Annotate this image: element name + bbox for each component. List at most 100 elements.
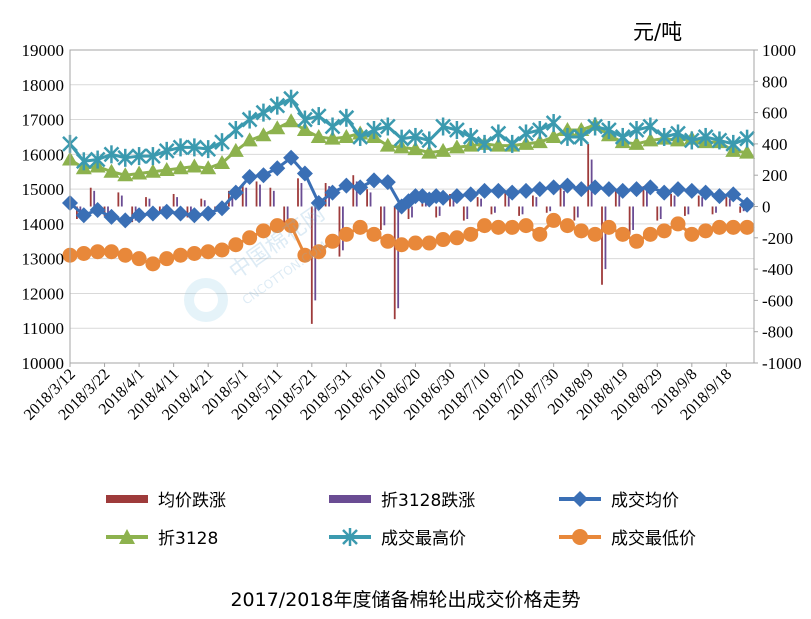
data-point bbox=[490, 219, 506, 235]
change-bar bbox=[172, 193, 175, 207]
data-point bbox=[227, 142, 244, 157]
data-point bbox=[186, 245, 202, 261]
data-point bbox=[144, 163, 161, 178]
left-axis-tick-label: 17000 bbox=[22, 111, 65, 130]
data-point bbox=[559, 177, 576, 194]
data-point bbox=[214, 155, 230, 170]
left-axis-tick-label: 15000 bbox=[22, 180, 65, 199]
data-point bbox=[242, 230, 258, 246]
data-point bbox=[255, 223, 271, 239]
data-point bbox=[407, 141, 424, 156]
data-point bbox=[407, 127, 424, 146]
legend-item-min-price: 成交最低价 bbox=[557, 524, 696, 549]
change-bar bbox=[117, 192, 120, 207]
data-point bbox=[476, 182, 493, 199]
data-point bbox=[448, 139, 465, 154]
change-bar bbox=[176, 197, 178, 207]
change-bar bbox=[286, 206, 289, 223]
data-point bbox=[352, 179, 369, 196]
change-bar bbox=[93, 190, 96, 207]
change-bar bbox=[407, 206, 410, 220]
data-point bbox=[269, 218, 285, 234]
change-bar bbox=[245, 187, 248, 207]
data-point bbox=[310, 107, 327, 126]
change-bar bbox=[300, 183, 303, 207]
data-point bbox=[601, 219, 617, 235]
change-bar bbox=[438, 206, 441, 216]
right-axis-tick-label: -200 bbox=[762, 229, 793, 248]
data-point bbox=[449, 230, 465, 246]
data-point bbox=[241, 110, 258, 129]
legend-label: 折3128 bbox=[158, 529, 219, 549]
change-bar bbox=[269, 187, 272, 207]
data-point bbox=[76, 245, 92, 261]
data-point bbox=[504, 184, 521, 201]
change-bar bbox=[646, 189, 648, 207]
data-point bbox=[670, 124, 686, 143]
change-bar bbox=[352, 175, 355, 207]
change-bar bbox=[120, 195, 123, 207]
data-point bbox=[200, 140, 217, 159]
change-bar bbox=[673, 195, 676, 207]
diamond-line-icon bbox=[559, 490, 601, 507]
data-point bbox=[545, 114, 562, 133]
change-bar bbox=[107, 206, 109, 215]
data-point bbox=[739, 219, 755, 235]
change-bar bbox=[462, 206, 465, 221]
data-point bbox=[379, 174, 396, 191]
data-point bbox=[159, 251, 175, 267]
data-point bbox=[684, 226, 700, 242]
data-point bbox=[421, 235, 437, 251]
change-bar bbox=[628, 206, 631, 235]
data-point bbox=[725, 219, 741, 235]
data-point bbox=[573, 223, 589, 239]
data-point bbox=[255, 167, 272, 184]
data-point bbox=[172, 138, 189, 157]
data-point bbox=[352, 219, 368, 235]
bar-swatch-icon bbox=[106, 494, 148, 503]
data-point bbox=[601, 120, 617, 139]
data-point bbox=[144, 205, 161, 222]
data-point bbox=[103, 244, 119, 260]
change-bar bbox=[383, 206, 386, 226]
data-point bbox=[393, 129, 410, 148]
data-point bbox=[587, 117, 603, 136]
data-point bbox=[435, 117, 451, 136]
data-point bbox=[131, 147, 147, 166]
data-point bbox=[325, 233, 341, 249]
data-point bbox=[698, 223, 714, 239]
change-bar bbox=[697, 195, 700, 207]
change-bar bbox=[200, 198, 203, 207]
data-point bbox=[380, 233, 396, 249]
change-bar bbox=[145, 197, 147, 207]
change-bar bbox=[549, 206, 552, 212]
data-point bbox=[90, 244, 106, 260]
change-bar bbox=[435, 206, 438, 218]
data-point bbox=[629, 233, 645, 249]
data-point bbox=[145, 256, 161, 272]
data-point bbox=[711, 188, 728, 205]
data-point bbox=[739, 144, 756, 159]
data-point bbox=[656, 127, 673, 146]
data-point bbox=[725, 134, 742, 153]
right-axis-tick-label: 200 bbox=[762, 166, 788, 185]
data-point bbox=[310, 128, 327, 143]
change-bar bbox=[518, 206, 520, 216]
data-point bbox=[628, 181, 645, 198]
data-point bbox=[89, 150, 106, 169]
data-point bbox=[518, 124, 534, 143]
data-point bbox=[670, 216, 686, 232]
data-point bbox=[559, 127, 576, 146]
data-point bbox=[269, 160, 286, 177]
change-bar bbox=[573, 206, 576, 221]
right-axis-tick-label: -400 bbox=[762, 260, 793, 279]
data-point bbox=[296, 121, 313, 136]
data-point bbox=[241, 168, 258, 185]
change-bar bbox=[604, 206, 607, 270]
left-axis-tick-label: 18000 bbox=[22, 76, 65, 95]
data-point bbox=[117, 247, 133, 263]
change-bar bbox=[632, 206, 634, 230]
change-bar bbox=[545, 206, 548, 213]
data-point bbox=[559, 218, 575, 234]
change-bar bbox=[618, 192, 621, 207]
